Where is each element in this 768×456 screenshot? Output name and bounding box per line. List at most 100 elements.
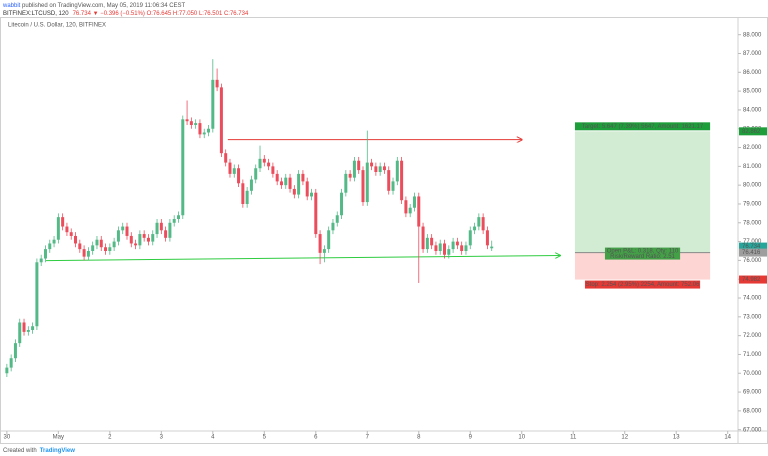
candle-body (310, 192, 314, 197)
y-tick-label: 70.000 (743, 371, 762, 377)
x-tick-label: 30 (4, 435, 11, 441)
candle-body (56, 217, 60, 240)
candle-body (86, 250, 90, 257)
candle-body (485, 230, 489, 246)
candle-body (297, 173, 301, 195)
candle-body (185, 119, 189, 122)
price-tag-label: 76.734 (742, 244, 761, 250)
candle-body (194, 123, 198, 125)
footer-brand[interactable]: TradingView (40, 448, 76, 454)
candle-body (78, 243, 82, 250)
candle-body (181, 119, 185, 216)
x-tick-label: 7 (366, 435, 370, 441)
candle-body (460, 245, 464, 251)
candle-body (125, 226, 129, 236)
candle-body (408, 207, 412, 214)
candle-body (391, 181, 395, 191)
candle-body (31, 326, 35, 330)
y-tick-label: 86.000 (743, 70, 762, 76)
y-tick-label: 68.000 (743, 408, 762, 414)
candle-body (207, 128, 211, 133)
candle-body (52, 239, 56, 244)
candle-body (43, 249, 47, 259)
candle-body (451, 241, 455, 250)
candle-body (116, 230, 120, 242)
candle-body (464, 245, 468, 251)
price-tag-label: 76.416 (742, 250, 761, 256)
candle-body (412, 196, 416, 208)
candle-body (400, 160, 404, 201)
candle-body (228, 162, 232, 174)
candle-body (202, 132, 206, 135)
candle-body (382, 166, 386, 171)
candle-body (61, 217, 65, 227)
candle-body (468, 230, 472, 246)
target-zone (574, 131, 711, 253)
candle-body (172, 219, 176, 223)
x-tick-label: May (53, 435, 64, 441)
candle-body (404, 200, 408, 214)
y-tick-label: 79.000 (743, 202, 762, 208)
candle-body (340, 192, 344, 216)
y-tick-label: 67.000 (743, 427, 762, 433)
candle-body (417, 196, 421, 227)
candle-body (267, 162, 271, 167)
header-line: wabbit published on TradingView.com, May… (2, 3, 186, 9)
symbol: BITFINEX:LTCUSD, 120 (3, 11, 69, 17)
candle-body (48, 243, 52, 250)
candle-body (335, 215, 339, 223)
candle-body (26, 329, 30, 332)
candle-body (164, 230, 168, 238)
candle-body (99, 239, 103, 248)
candle-body (370, 162, 374, 167)
author[interactable]: wabbit (2, 3, 21, 9)
candle-body (292, 188, 296, 195)
candle-body (121, 226, 125, 231)
candle-body (344, 173, 348, 193)
y-tick-label: 85.000 (743, 89, 762, 95)
candle-body (455, 241, 459, 246)
candle-body (327, 230, 331, 250)
target-label: Target: 5.647 (7.39%) 5647, Amount: 1621… (582, 124, 704, 130)
x-tick-label: 8 (417, 435, 421, 441)
candle-body (262, 158, 266, 163)
candle-body (443, 243, 447, 255)
footer: Created with TradingView (3, 448, 75, 454)
candle-body (219, 87, 223, 154)
x-tick-label: 2 (108, 435, 112, 441)
candle-body (447, 249, 451, 255)
price-tag (739, 248, 767, 257)
candle-body (129, 235, 133, 244)
candle-body (348, 173, 352, 178)
price-tag (739, 275, 767, 284)
y-tick-label: 78.000 (743, 220, 762, 226)
candle-body (245, 190, 249, 204)
candle-body (365, 162, 369, 203)
candle-body (331, 222, 335, 231)
candle-body (104, 247, 108, 251)
candle-body (35, 262, 39, 327)
candle-body (151, 234, 155, 242)
published: published on TradingView.com, May 05, 20… (20, 3, 185, 9)
candle-body (258, 158, 262, 169)
x-tick-label: 14 (724, 435, 731, 441)
candle-body (237, 168, 241, 184)
candle-body (82, 249, 86, 257)
candle-body (18, 322, 22, 344)
candle-body (108, 247, 112, 251)
y-tick-label: 71.000 (743, 352, 762, 358)
candle-body (159, 222, 163, 231)
candle-body (91, 245, 95, 251)
candle-body (146, 237, 150, 242)
candle-body (352, 160, 356, 178)
pnl-label: Open P&L: 0.318, Qty: 110 (607, 249, 679, 255)
candle-body (69, 232, 73, 236)
candle-body (387, 170, 391, 191)
candle-body (288, 177, 292, 189)
candle-body (322, 249, 326, 253)
x-tick-label: 9 (469, 435, 473, 441)
stop-label: Stop: 2.254 (2.95%) 2254, Amount: 752.06 (586, 282, 700, 288)
stop-label-bg (584, 280, 701, 289)
candle-body (473, 226, 477, 231)
trendline (45, 256, 560, 262)
